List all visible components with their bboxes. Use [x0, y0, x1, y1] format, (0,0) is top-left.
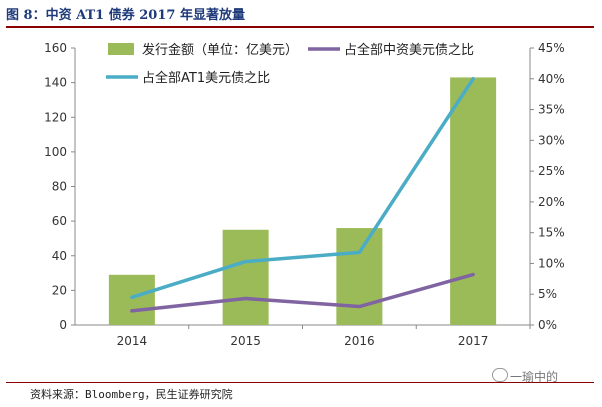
x-tick-label: 2016 [344, 334, 375, 348]
y-right-tick-label: 45% [538, 41, 565, 55]
wechat-icon [492, 368, 508, 382]
legend-label: 发行金额（单位：亿美元） [142, 42, 298, 58]
bar [108, 274, 155, 325]
watermark: 一瑜中的 [510, 370, 559, 384]
chart: 0 20 40 60 80 100 120 140 160 0% 5% 10% 15% 20% 25% 30%… [44, 41, 565, 348]
y-left-tick-label: 20 [52, 283, 67, 297]
y-right-tick-label: 5% [538, 287, 557, 301]
source-note: 资料来源：Bloomberg，民生证券研究院 [30, 388, 233, 401]
series-line [130, 272, 475, 313]
legend-swatch [108, 43, 134, 55]
x-tick-label: 2014 [117, 334, 148, 348]
y-right-tick-label: 10% [538, 256, 565, 270]
bar [450, 77, 497, 326]
y-left-tick-label: 100 [44, 145, 67, 159]
y-left-tick-label: 40 [52, 249, 67, 263]
y-right-tick-label: 35% [538, 103, 565, 117]
y-left-tick-label: 0 [59, 318, 67, 332]
legend-label: 占全部AT1美元债之比 [142, 70, 270, 86]
y-right-tick-label: 20% [538, 195, 565, 209]
x-tick-label: 2017 [458, 334, 489, 348]
title-rule [6, 26, 594, 28]
figure-title: 图 8：中资 AT1 债券 2017 年显著放量 [6, 8, 245, 23]
y-left-tick-label: 60 [52, 214, 67, 228]
y-left-tick-label: 140 [44, 76, 67, 90]
y-left-tick-label: 120 [44, 110, 67, 124]
x-tick-label: 2015 [230, 334, 261, 348]
y-right-tick-label: 30% [538, 133, 565, 147]
y-right-tick-label: 15% [538, 226, 565, 240]
series-line [130, 77, 475, 300]
y-right-tick-label: 25% [538, 164, 565, 178]
bar [222, 229, 269, 325]
y-left-tick-label: 160 [44, 41, 67, 55]
y-right-tick-label: 40% [538, 72, 565, 86]
source-rule [6, 382, 594, 383]
y-left-tick-label: 80 [52, 180, 67, 194]
bar [336, 228, 383, 325]
y-right-tick-label: 0% [538, 318, 557, 332]
legend-label: 占全部中资美元债之比 [344, 42, 474, 58]
